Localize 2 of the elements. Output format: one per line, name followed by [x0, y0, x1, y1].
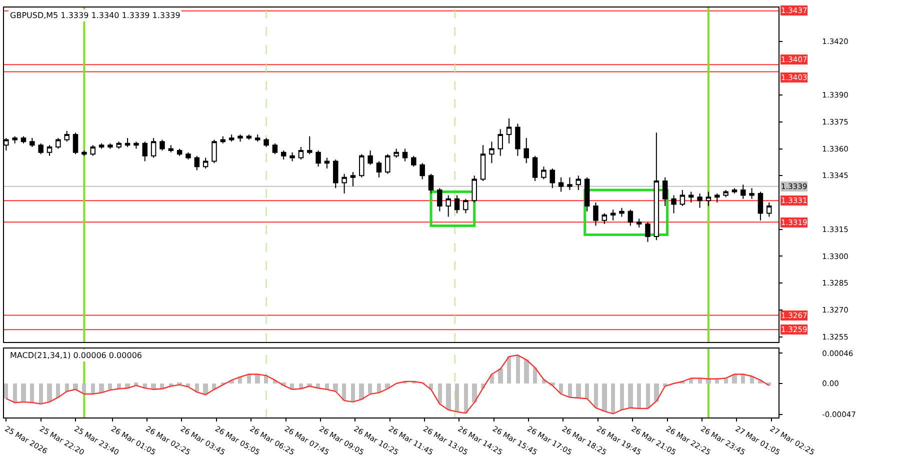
text: GBPUSD,M5 1.3339 1.3340 1.3339 1.3339 [10, 11, 180, 20]
chart-title: MACD(21,34,1) 0.00006 0.00006 [10, 351, 142, 360]
